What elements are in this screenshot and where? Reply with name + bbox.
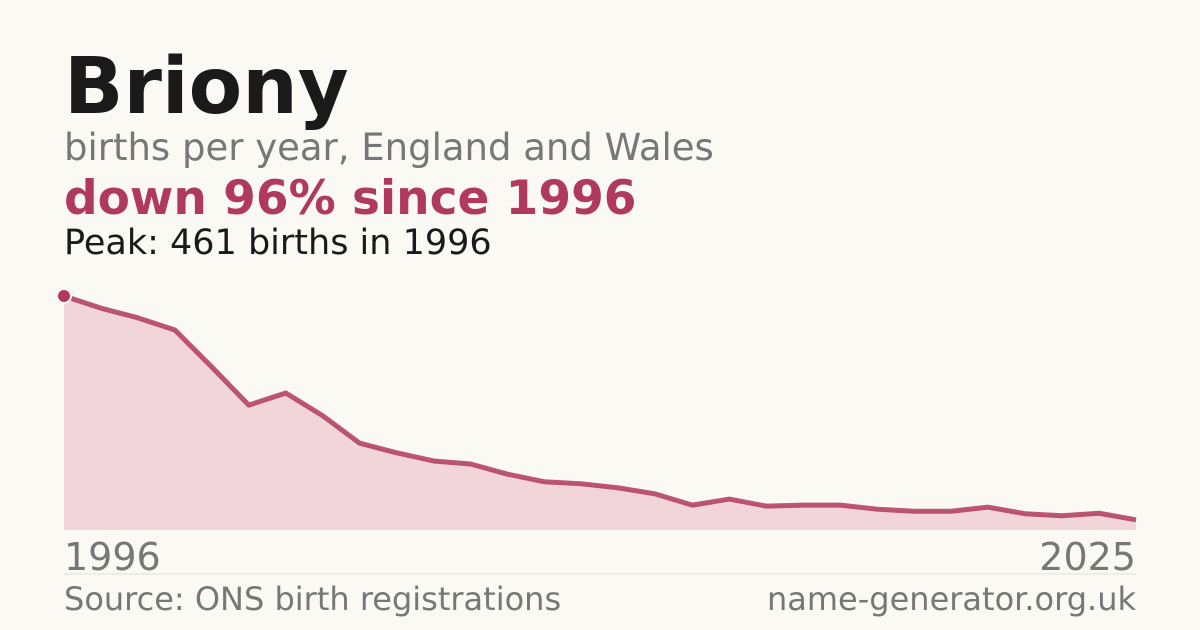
x-tick-label: 1996 (64, 535, 161, 579)
area (64, 296, 1136, 530)
x-tick-label: 2025 (1039, 535, 1136, 579)
chart-subtitle: births per year, England and Wales (64, 126, 714, 169)
headline: down 96% since 1996 (64, 171, 637, 226)
source: Source: ONS birth registrations (64, 580, 561, 618)
credit: name-generator.org.uk (767, 580, 1136, 618)
peak-marker (56, 288, 72, 304)
peak-note: Peak: 461 births in 1996 (64, 223, 492, 263)
line (63, 293, 1137, 523)
chart-title: Briony (64, 42, 349, 132)
